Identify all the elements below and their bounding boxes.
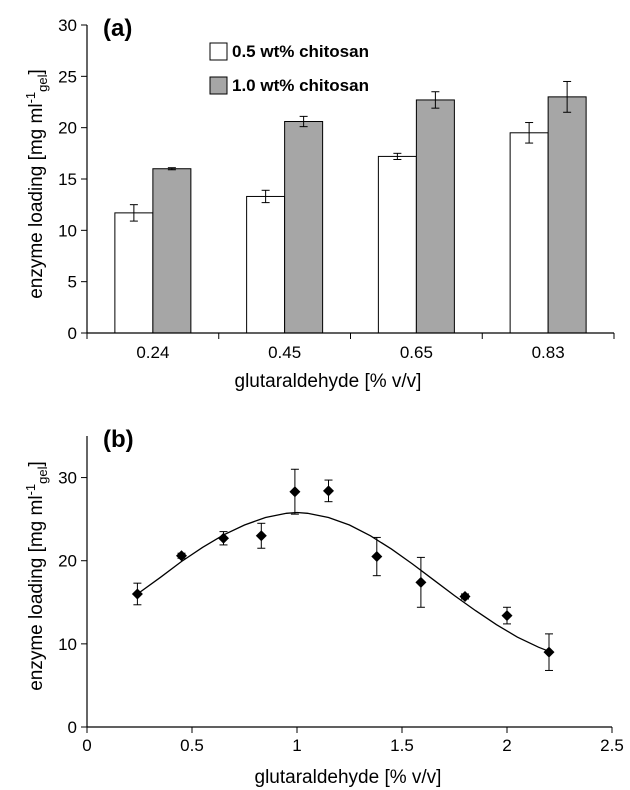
y-tick-label-30: 30 (58, 16, 77, 35)
legend-label-series-1: 0.5 wt% chitosan (232, 42, 369, 61)
bar-series-2-0.24 (152, 168, 192, 334)
bar-series-2-0.83 (547, 96, 587, 334)
x-tick-label-0.24: 0.24 (136, 343, 169, 362)
fit-curve-line (137, 511, 550, 652)
data-point-6 (323, 485, 334, 497)
x-tick-label-2.5: 2.5 (600, 736, 624, 755)
y-axis-title-main: enzyme loading [mg ml (26, 103, 47, 298)
bar-series-2-0.65 (415, 99, 455, 334)
scatter-chart-x-ticks: 0 0.5 1 1.5 2 2.5 (82, 736, 624, 755)
x-tick-label-2: 2 (502, 736, 511, 755)
x-tick-label-1: 1 (292, 736, 301, 755)
y-axis-title-subscript: gel (35, 74, 50, 91)
data-point-4 (255, 530, 267, 542)
data-point-11 (543, 646, 555, 658)
legend-label-series-2: 1.0 wt% chitosan (232, 76, 369, 95)
y-axis-title-main: enzyme loading [mg ml (26, 495, 47, 690)
bar-chart-legend: 0.5 wt% chitosan 1.0 wt% chitosan (209, 42, 369, 95)
y-axis-title-superscript: -1 (23, 92, 38, 104)
y-tick-label-0: 0 (68, 718, 77, 737)
data-point-9 (459, 590, 471, 602)
y-tick-label-10: 10 (58, 635, 77, 654)
data-point-8 (415, 576, 427, 588)
panel-a-label: (a) (103, 15, 132, 42)
y-axis-title-close: ] (26, 69, 47, 74)
data-point-3 (218, 532, 229, 544)
scatter-chart-y-ticks: 0 10 20 30 (58, 469, 77, 737)
y-tick-label-10: 10 (58, 221, 77, 240)
panel-b-label: (b) (103, 426, 134, 453)
x-tick-label-0: 0 (82, 736, 91, 755)
bar-chart-y-axis-title: enzyme loading [mg ml-1gel] (23, 69, 50, 299)
y-tick-label-0: 0 (68, 324, 77, 343)
bar-series-1-0.65 (377, 155, 417, 334)
legend-swatch-series-1 (209, 42, 228, 61)
bar-chart-panel-a: (a) 0.5 wt% chitosan 1.0 wt% chitosan 0 5… (23, 15, 615, 392)
scatter-chart-panel-b: (b) 0 10 20 30 0 0.5 1 1.5 2 2.5 glutaraldehyde … (23, 426, 624, 788)
data-point-1 (131, 588, 143, 600)
bar-series-1-0.24 (114, 212, 154, 334)
data-point-10 (501, 610, 513, 622)
bar-series-1-0.83 (509, 132, 549, 334)
x-tick-label-0.83: 0.83 (532, 343, 565, 362)
y-axis-title-subscript: gel (35, 466, 50, 483)
legend-swatch-series-2 (209, 76, 228, 95)
y-tick-label-20: 20 (58, 552, 77, 571)
x-tick-label-1.5: 1.5 (390, 736, 414, 755)
y-tick-label-25: 25 (58, 67, 77, 86)
bar-chart-plot-area (81, 24, 615, 339)
y-tick-label-30: 30 (58, 469, 77, 488)
bar-chart-y-ticks: 0 5 10 15 20 25 30 (58, 16, 77, 343)
data-point-5 (289, 486, 301, 498)
bar-chart-x-axis-title: glutaraldehyde [% v/v] (235, 371, 422, 392)
x-tick-label-0.45: 0.45 (268, 343, 301, 362)
scatter-chart-x-axis-title: glutaraldehyde [% v/v] (255, 767, 442, 788)
y-tick-label-20: 20 (58, 119, 77, 138)
y-tick-label-5: 5 (68, 273, 77, 292)
bar-series-1-0.45 (246, 195, 286, 334)
x-tick-label-0.65: 0.65 (400, 343, 433, 362)
scatter-chart-y-axis-title: enzyme loading [mg ml-1gel] (23, 461, 50, 691)
bar-series-2-0.45 (284, 121, 324, 334)
scatter-chart-plot-area (81, 436, 613, 733)
y-axis-title-superscript: -1 (23, 484, 38, 496)
y-axis-title-close: ] (26, 461, 47, 466)
bar-chart-x-ticks: 0.24 0.45 0.65 0.83 (136, 343, 564, 362)
data-point-7 (371, 551, 383, 563)
x-tick-label-0.5: 0.5 (180, 736, 204, 755)
data-point-2 (176, 550, 187, 562)
y-tick-label-15: 15 (58, 170, 77, 189)
